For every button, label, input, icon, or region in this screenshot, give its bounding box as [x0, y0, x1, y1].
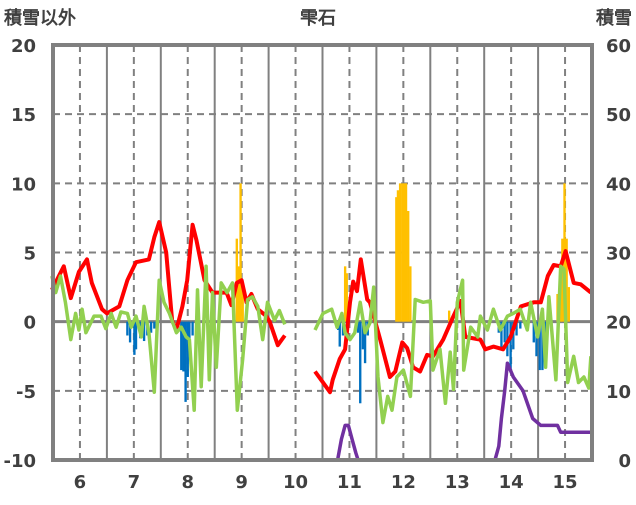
blue-bar	[512, 321, 515, 350]
blue-bar	[356, 321, 360, 333]
blue-bar	[149, 321, 153, 333]
blue-bar	[363, 321, 367, 364]
orange-bar	[407, 211, 410, 322]
y-tick-left: -5	[16, 382, 36, 403]
blue-bar	[338, 321, 341, 347]
blue-bar	[538, 321, 541, 371]
orange-bar	[395, 197, 398, 322]
blue-bar	[184, 321, 187, 402]
y-tick-right: 20	[606, 313, 631, 334]
orange-bar	[345, 273, 348, 322]
orange-bar	[241, 287, 244, 322]
blue-bar	[188, 321, 191, 343]
orange-bar	[565, 238, 568, 322]
orange-bar	[235, 238, 238, 322]
y-tick-left: 10	[11, 174, 36, 195]
x-tick: 13	[445, 472, 470, 493]
x-tick: 10	[283, 472, 308, 493]
y-tick-left: 0	[23, 313, 36, 334]
orange-bar	[561, 238, 564, 322]
chart-title: 雫石	[300, 8, 336, 29]
blue-bar	[500, 321, 503, 350]
blue-bar	[191, 321, 194, 336]
blue-bar	[535, 321, 538, 357]
blue-bar	[186, 321, 189, 377]
orange-bar	[404, 183, 408, 322]
blue-bar	[133, 321, 136, 355]
blue-bar	[544, 321, 547, 336]
y-tick-left: 20	[11, 36, 36, 57]
right-axis-label: 積雪	[595, 7, 632, 29]
blue-bar	[126, 321, 129, 336]
blue-bar	[515, 321, 518, 336]
orange-bar	[396, 190, 400, 322]
x-tick: 6	[74, 472, 87, 493]
y-tick-right: 10	[606, 382, 631, 403]
blue-bar	[128, 321, 132, 343]
blue-bar	[359, 321, 362, 404]
y-tick-right: 50	[606, 105, 631, 126]
blue-bar	[509, 321, 512, 371]
orange-bar	[447, 310, 451, 322]
blue-bar	[182, 321, 185, 372]
blue-bar	[503, 321, 506, 343]
blue-bar	[180, 321, 183, 371]
orange-bar	[401, 183, 404, 322]
y-tick-right: 60	[606, 36, 631, 57]
x-tick: 11	[337, 472, 362, 493]
orange-bar	[239, 183, 242, 322]
blue-bar	[134, 321, 138, 350]
lines	[50, 220, 593, 462]
blue-bar	[361, 321, 365, 350]
y-tick-right: 40	[606, 174, 631, 195]
x-tick: 7	[128, 472, 141, 493]
plot-frame	[51, 43, 594, 462]
x-tick: 12	[391, 472, 416, 493]
x-tick: 8	[181, 472, 194, 493]
grid	[53, 45, 592, 460]
x-tick: 9	[235, 472, 248, 493]
y-tick-left: 5	[23, 244, 36, 265]
orange-bar	[343, 266, 347, 322]
y-tick-left: -10	[3, 451, 36, 472]
blue-bar	[532, 321, 535, 343]
y-tick-right: 0	[618, 451, 631, 472]
green-line	[50, 264, 593, 425]
y-tick-left: 15	[11, 105, 36, 126]
blue-bar	[541, 321, 544, 371]
blue-bar	[142, 321, 146, 342]
orange-bar	[402, 183, 406, 322]
x-tick: 14	[499, 472, 524, 493]
orange-bar	[237, 266, 240, 322]
y-tick-right: 30	[606, 244, 631, 265]
blue-bar	[519, 321, 522, 329]
orange-bar	[567, 287, 571, 322]
left-axis-label: 積雪以外	[3, 7, 76, 29]
orange-bar	[398, 183, 402, 322]
blue-bar	[153, 321, 156, 329]
orange-bar	[409, 266, 412, 322]
x-tick: 15	[553, 472, 578, 493]
